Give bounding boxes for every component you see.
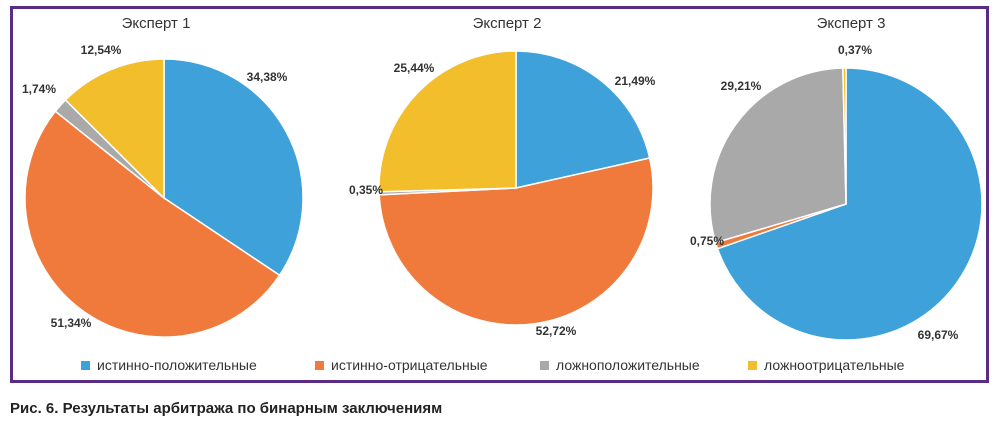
chart-legend: истинно-положительные истинно-отрицатель… [13,357,992,377]
data-label-false-positive: 1,74% [22,82,56,96]
legend-swatch [540,360,549,370]
chart-title: Эксперт 3 [817,15,886,32]
pie-slice-false-negative [842,67,847,205]
data-label-false-negative: 25,44% [394,61,435,75]
pie-slice-false-negative [378,50,517,193]
legend-swatch [315,360,324,370]
chart-title: Эксперт 1 [122,15,191,32]
pie-slice-true-negative [378,157,654,326]
legend-swatch [81,360,90,370]
data-label-true-negative: 52,72% [536,324,577,338]
pie-charts: Эксперт 134,38%51,34%1,74%12,54%Эксперт … [22,15,983,342]
legend-swatch [748,360,757,370]
figure-frame: Эксперт 1 34,38% 51,34% 1,74% 12,54% Эксперт … [10,6,989,383]
data-label-false-positive: 29,21% [721,79,762,93]
legend-item-false-positive: ложноположительные [540,357,700,373]
data-label-false-positive: 0,35% [349,183,383,197]
data-label-true-negative: 0,75% [690,234,724,248]
data-label-true-positive: 21,49% [615,74,656,88]
legend-label: ложноположительные [556,357,700,373]
data-label-true-negative: 51,34% [51,316,92,330]
legend-label: истинно-отрицательные [331,357,488,373]
legend-item-true-positive: истинно-положительные [81,357,257,373]
pie-chart-2: Эксперт 2 21,49% 52,72% 0,35% 25,44% [349,15,656,338]
pie-slice-true-negative [24,110,281,338]
pie-slice-false-negative [64,58,165,200]
chart-title: Эксперт 2 [473,15,542,32]
data-label-true-positive: 69,67% [918,328,959,342]
data-label-false-negative: 0,37% [838,43,872,57]
legend-label: ложноотрицательные [764,357,905,373]
pie-chart-3: Эксперт 3 69,67% 0,75% 29,21% 0,37% [690,15,983,342]
figure-caption: Рис. 6. Результаты арбитража по бинарным… [10,400,443,417]
data-label-true-positive: 34,38% [247,70,288,84]
pie-slice-true-positive [716,67,983,341]
legend-item-false-negative: ложноотрицательные [748,357,904,373]
pie-slice-true-positive [515,50,651,189]
legend-item-true-negative: истинно-отрицательные [315,357,488,373]
data-label-false-negative: 12,54% [81,43,122,57]
legend-label: истинно-положительные [97,357,257,373]
pie-chart-1: Эксперт 1 34,38% 51,34% 1,74% 12,54% [22,15,304,338]
pie-slice-false-positive [709,67,847,244]
